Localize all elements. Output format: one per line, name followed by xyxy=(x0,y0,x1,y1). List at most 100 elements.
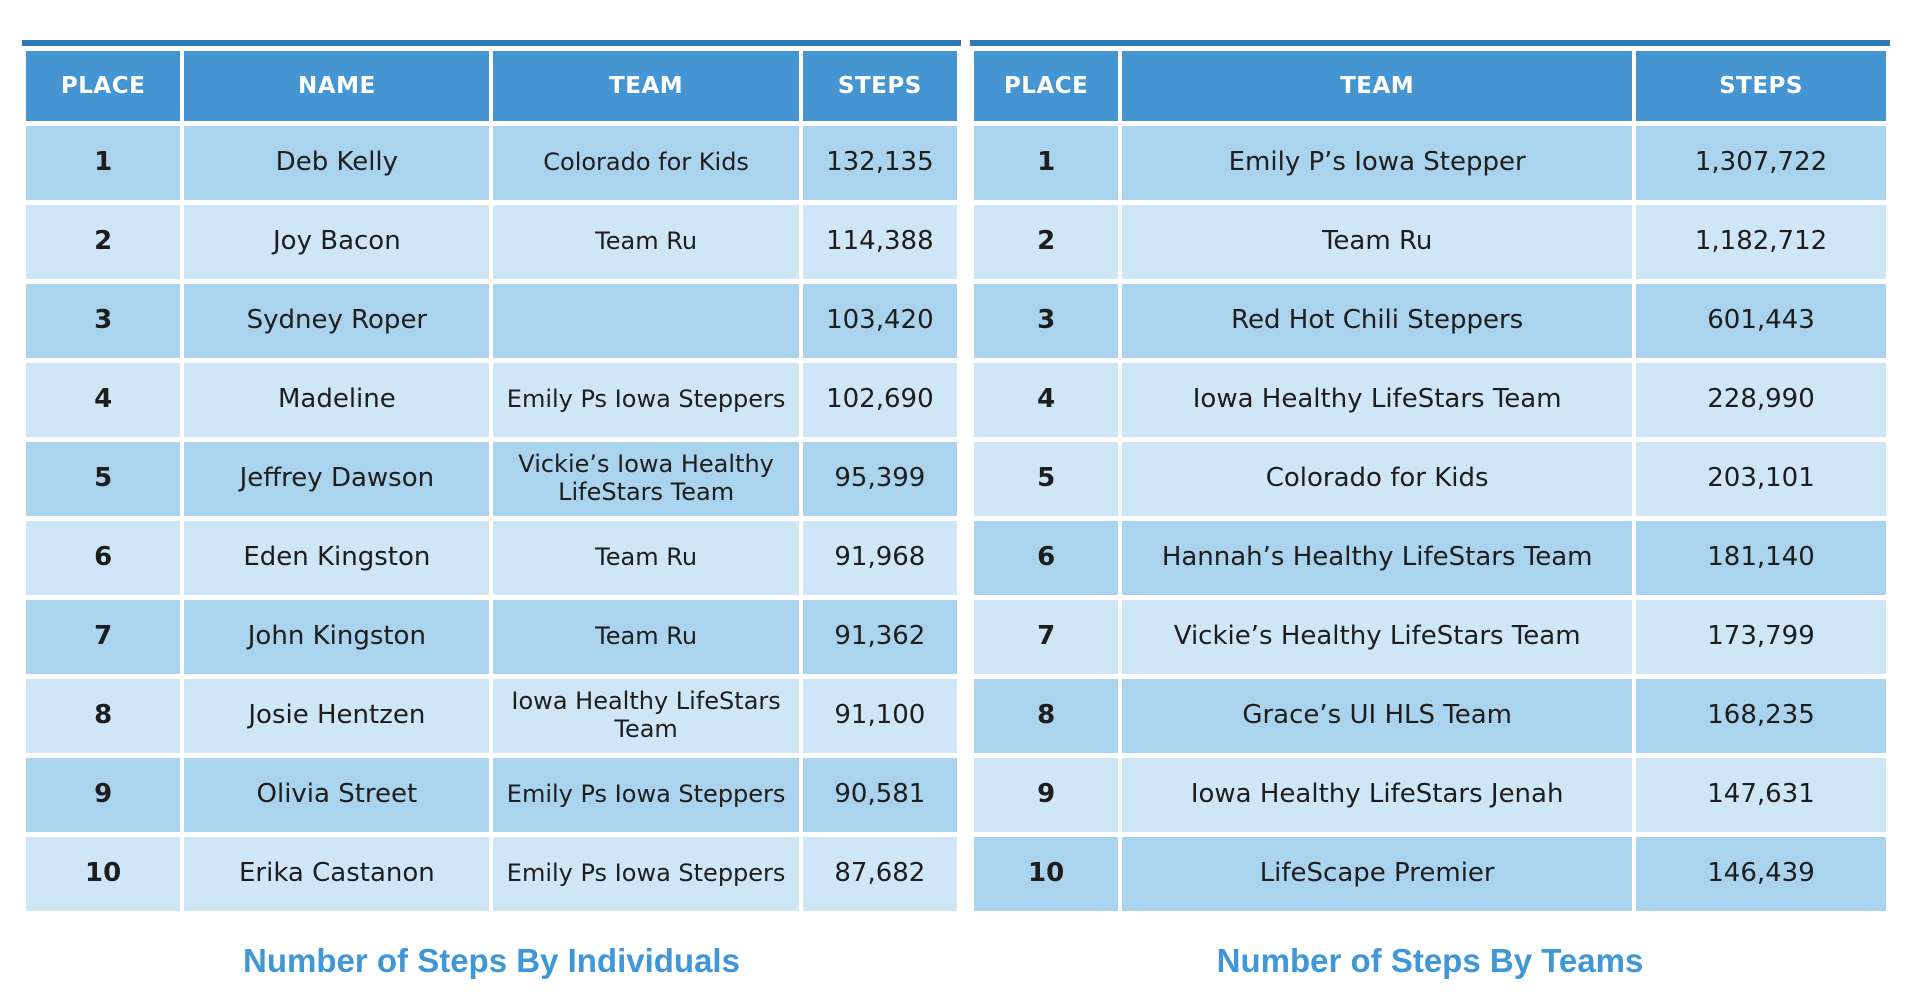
team-cell: Red Hot Chili Steppers xyxy=(1122,284,1633,358)
steps-cell: 103,420 xyxy=(802,284,957,358)
name-cell: Deb Kelly xyxy=(184,126,490,200)
steps-cell: 114,388 xyxy=(802,205,957,279)
column-header-steps: STEPS xyxy=(802,51,957,121)
place-cell: 9 xyxy=(974,758,1119,832)
place-cell: 6 xyxy=(974,521,1119,595)
name-cell: Joy Bacon xyxy=(184,205,490,279)
team-cell: Iowa Healthy LifeStars Jenah xyxy=(1122,758,1633,832)
steps-cell: 147,631 xyxy=(1636,758,1886,832)
team-cell: Vickie’s Iowa Healthy LifeStars Team xyxy=(493,442,799,516)
team-cell: Team Ru xyxy=(1122,205,1633,279)
team-cell: Emily P’s Iowa Stepper xyxy=(1122,126,1633,200)
table-row: 7 John Kingston Team Ru 91,362 xyxy=(26,600,957,674)
name-cell: Jeffrey Dawson xyxy=(184,442,490,516)
individuals-table-container: PLACE NAME TEAM STEPS 1 Deb Kelly Colorado for… xyxy=(22,40,961,916)
place-cell: 8 xyxy=(974,679,1119,753)
column-header-name: NAME xyxy=(184,51,490,121)
name-cell: Olivia Street xyxy=(184,758,490,832)
teams-table-caption: Number of Steps By Teams xyxy=(1216,942,1644,979)
table-row: 9 Iowa Healthy LifeStars Jenah 147,631 xyxy=(974,758,1886,832)
place-cell: 8 xyxy=(26,679,181,753)
table-row: 10 LifeScape Premier 146,439 xyxy=(974,837,1886,911)
place-cell: 7 xyxy=(974,600,1119,674)
steps-cell: 181,140 xyxy=(1636,521,1886,595)
steps-cell: 90,581 xyxy=(802,758,957,832)
team-cell: Grace’s UI HLS Team xyxy=(1122,679,1633,753)
individuals-leaderboard-table: PLACE NAME TEAM STEPS 1 Deb Kelly Colorado for… xyxy=(22,46,961,916)
column-header-place: PLACE xyxy=(974,51,1119,121)
place-cell: 4 xyxy=(974,363,1119,437)
column-header-steps: STEPS xyxy=(1636,51,1886,121)
table-row: 10 Erika Castanon Emily Ps Iowa Steppers 87… xyxy=(26,837,957,911)
name-cell: Madeline xyxy=(184,363,490,437)
table-row: 4 Iowa Healthy LifeStars Team 228,990 xyxy=(974,363,1886,437)
place-cell: 2 xyxy=(26,205,181,279)
steps-cell: 228,990 xyxy=(1636,363,1886,437)
column-header-team: TEAM xyxy=(1122,51,1633,121)
name-cell: Sydney Roper xyxy=(184,284,490,358)
place-cell: 3 xyxy=(974,284,1119,358)
name-cell: Josie Hentzen xyxy=(184,679,490,753)
team-cell: Emily Ps Iowa Steppers xyxy=(493,837,799,911)
team-cell: Iowa Healthy LifeStars Team xyxy=(493,679,799,753)
place-cell: 4 xyxy=(26,363,181,437)
table-row: 7 Vickie’s Healthy LifeStars Team 173,799 xyxy=(974,600,1886,674)
team-cell: Colorado for Kids xyxy=(493,126,799,200)
table-row: 5 Jeffrey Dawson Vickie’s Iowa Healthy Lif… xyxy=(26,442,957,516)
steps-cell: 95,399 xyxy=(802,442,957,516)
name-cell: Eden Kingston xyxy=(184,521,490,595)
table-row: 8 Grace’s UI HLS Team 168,235 xyxy=(974,679,1886,753)
steps-cell: 91,968 xyxy=(802,521,957,595)
place-cell: 10 xyxy=(974,837,1119,911)
steps-cell: 1,182,712 xyxy=(1636,205,1886,279)
steps-cell: 146,439 xyxy=(1636,837,1886,911)
table-row: 8 Josie Hentzen Iowa Healthy LifeStars Tea… xyxy=(26,679,957,753)
team-cell: Emily Ps Iowa Steppers xyxy=(493,363,799,437)
column-header-team: TEAM xyxy=(493,51,799,121)
steps-cell: 102,690 xyxy=(802,363,957,437)
team-cell: Team Ru xyxy=(493,521,799,595)
table-row: 1 Emily P’s Iowa Stepper 1,307,722 xyxy=(974,126,1886,200)
place-cell: 5 xyxy=(26,442,181,516)
table-row: 3 Sydney Roper 103,420 xyxy=(26,284,957,358)
team-cell: Team Ru xyxy=(493,205,799,279)
table-row: 2 Team Ru 1,182,712 xyxy=(974,205,1886,279)
team-cell: Vickie’s Healthy LifeStars Team xyxy=(1122,600,1633,674)
team-cell: Colorado for Kids xyxy=(1122,442,1633,516)
place-cell: 5 xyxy=(974,442,1119,516)
table-row: 2 Joy Bacon Team Ru 114,388 xyxy=(26,205,957,279)
steps-cell: 173,799 xyxy=(1636,600,1886,674)
steps-cell: 1,307,722 xyxy=(1636,126,1886,200)
table-row: 3 Red Hot Chili Steppers 601,443 xyxy=(974,284,1886,358)
team-cell: Hannah’s Healthy LifeStars Team xyxy=(1122,521,1633,595)
team-cell: Team Ru xyxy=(493,600,799,674)
place-cell: 1 xyxy=(26,126,181,200)
place-cell: 6 xyxy=(26,521,181,595)
team-cell: Iowa Healthy LifeStars Team xyxy=(1122,363,1633,437)
table-row: 6 Eden Kingston Team Ru 91,968 xyxy=(26,521,957,595)
header-row: PLACE NAME TEAM STEPS xyxy=(26,51,957,121)
column-header-place: PLACE xyxy=(26,51,181,121)
place-cell: 10 xyxy=(26,837,181,911)
place-cell: 1 xyxy=(974,126,1119,200)
team-cell: LifeScape Premier xyxy=(1122,837,1633,911)
place-cell: 2 xyxy=(974,205,1119,279)
table-row: 1 Deb Kelly Colorado for Kids 132,135 xyxy=(26,126,957,200)
table-row: 9 Olivia Street Emily Ps Iowa Steppers 90,5… xyxy=(26,758,957,832)
teams-table-container: PLACE TEAM STEPS 1 Emily P’s Iowa Stepper 1,3… xyxy=(970,40,1890,916)
place-cell: 3 xyxy=(26,284,181,358)
steps-cell: 91,362 xyxy=(802,600,957,674)
steps-cell: 601,443 xyxy=(1636,284,1886,358)
name-cell: John Kingston xyxy=(184,600,490,674)
teams-leaderboard-table: PLACE TEAM STEPS 1 Emily P’s Iowa Stepper 1,3… xyxy=(970,46,1890,916)
steps-cell: 132,135 xyxy=(802,126,957,200)
name-cell: Erika Castanon xyxy=(184,837,490,911)
steps-cell: 168,235 xyxy=(1636,679,1886,753)
place-cell: 9 xyxy=(26,758,181,832)
team-cell: Emily Ps Iowa Steppers xyxy=(493,758,799,832)
table-row: 6 Hannah’s Healthy LifeStars Team 181,140 xyxy=(974,521,1886,595)
place-cell: 7 xyxy=(26,600,181,674)
table-row: 4 Madeline Emily Ps Iowa Steppers 102,690 xyxy=(26,363,957,437)
individuals-table-caption: Number of Steps By Individuals xyxy=(243,942,740,979)
